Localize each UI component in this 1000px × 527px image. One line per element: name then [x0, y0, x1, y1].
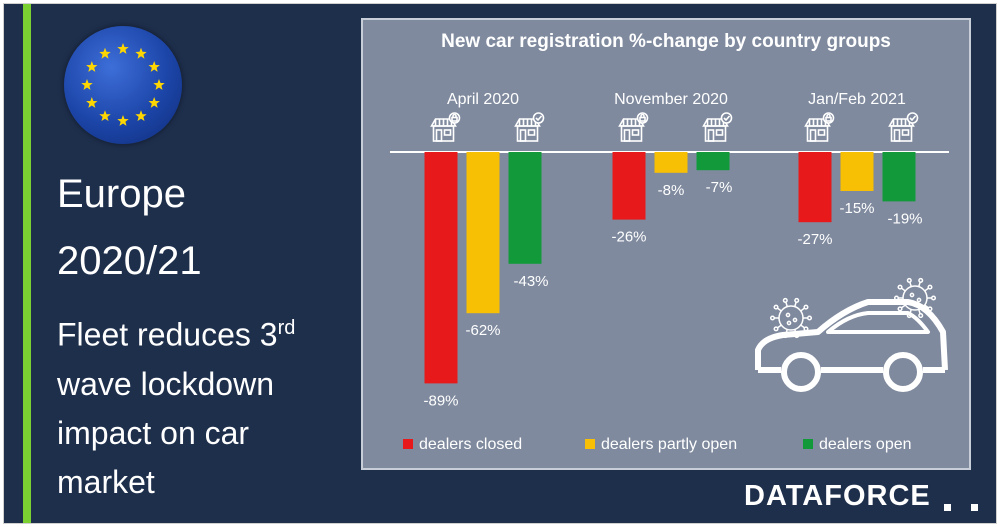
data-label: -27% [797, 231, 832, 248]
bar [840, 152, 874, 191]
legend-swatch [585, 439, 595, 449]
bar [696, 152, 730, 171]
shop-lock-icon [430, 112, 461, 142]
legend-label: dealers partly open [601, 436, 737, 453]
bar [424, 152, 458, 384]
headline-region: Europe [57, 172, 186, 216]
star-icon [81, 79, 93, 90]
shop-check-icon [888, 112, 919, 142]
category-label: April 2020 [447, 91, 519, 108]
star-icon [148, 61, 160, 72]
data-label: -62% [465, 322, 500, 339]
data-label: -19% [887, 210, 922, 227]
star-icon [99, 47, 111, 59]
headline-year: 2020/21 [57, 239, 202, 283]
data-label: -43% [513, 273, 548, 290]
shop-check-icon [514, 112, 545, 142]
category-label: Jan/Feb 2021 [808, 91, 906, 108]
infographic: Europe 2020/21 Fleet reduces 3rd wave lo… [3, 3, 997, 524]
legend-swatch [403, 439, 413, 449]
logo-dot [971, 504, 978, 511]
shop-check-icon [702, 112, 733, 142]
category-label: November 2020 [614, 91, 728, 108]
data-label: -26% [611, 229, 646, 246]
legend-label: dealers closed [419, 436, 522, 453]
data-label: -89% [423, 392, 458, 409]
car-icon [755, 299, 948, 392]
star-icon [153, 79, 165, 90]
data-label: -8% [658, 182, 685, 199]
accent-bar [23, 4, 31, 523]
bar [654, 152, 688, 173]
legend-label: dealers open [819, 436, 912, 453]
star-icon [86, 97, 98, 108]
star-icon [117, 43, 129, 54]
bar [882, 152, 916, 202]
virus-icon [893, 277, 937, 319]
shop-lock-icon [804, 112, 835, 142]
bar [798, 152, 832, 223]
star-icon [148, 97, 160, 108]
eu-flag-icon [64, 26, 182, 144]
bar-chart: April 2020 -89% -62% -43% November 2020 -26% -… [390, 91, 949, 453]
legend-swatch [803, 439, 813, 449]
star-icon [135, 110, 147, 121]
subtitle-superscript: rd [277, 317, 296, 339]
dataforce-logo: DATAFORCE [744, 480, 931, 512]
data-label: -7% [706, 179, 733, 196]
subtitle-text-rest: wave lockdown impact on car market [57, 365, 274, 500]
star-icon [135, 47, 147, 59]
shop-lock-icon [618, 112, 649, 142]
star-icon [99, 110, 111, 121]
star-icon [117, 115, 129, 126]
bar [612, 152, 646, 220]
virus-icon [769, 297, 813, 339]
bar [508, 152, 542, 264]
bar [466, 152, 500, 314]
data-label: -15% [839, 200, 874, 217]
star-icon [86, 61, 98, 72]
chart-panel: New car registration %-change by country… [361, 18, 971, 470]
chart-title: New car registration %-change by country… [441, 31, 891, 52]
headline-subtitle: Fleet reduces 3rd wave lockdown impact o… [57, 304, 347, 507]
logo-dot [944, 504, 951, 511]
subtitle-text: Fleet reduces 3 [57, 316, 278, 353]
